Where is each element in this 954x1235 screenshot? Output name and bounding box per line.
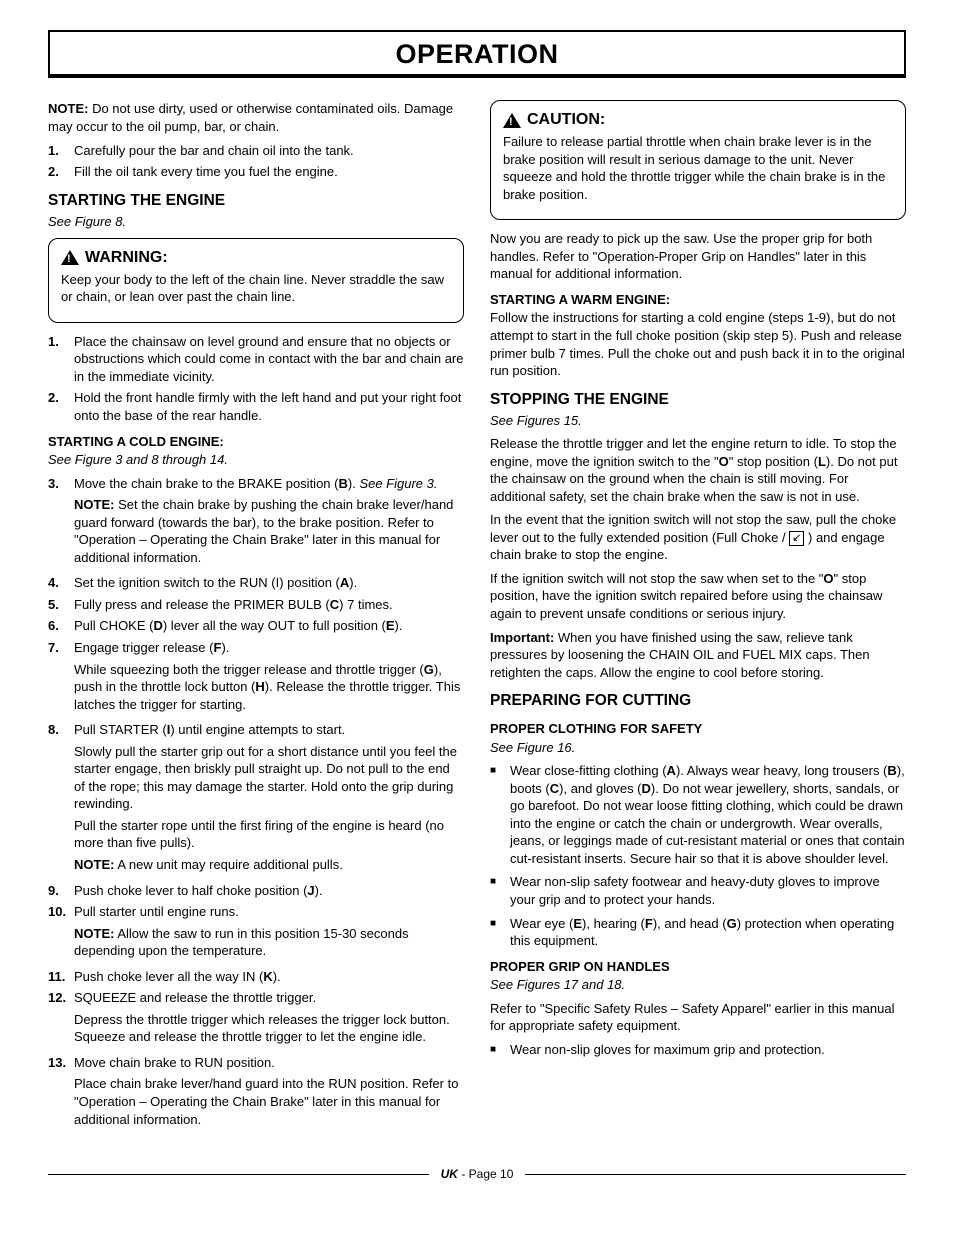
ready-paragraph: Now you are ready to pick up the saw. Us… — [490, 230, 906, 283]
list-item: 13. Move chain brake to RUN position. Pl… — [48, 1054, 464, 1132]
list-item: 8. Pull STARTER (I) until engine attempt… — [48, 721, 464, 877]
grip-paragraph: Refer to "Specific Safety Rules – Safety… — [490, 1000, 906, 1035]
list-item: Wear close-fitting clothing (A). Always … — [490, 762, 906, 867]
caution-callout: CAUTION: Failure to release partial thro… — [490, 100, 906, 220]
list-item: Wear non-slip safety footwear and heavy-… — [490, 873, 906, 908]
proper-clothing-heading: PROPER CLOTHING FOR SAFETY — [490, 720, 906, 738]
stopping-engine-heading: STOPPING THE ENGINE — [490, 390, 906, 411]
list-item: 11.Push choke lever all the way IN (K). — [48, 968, 464, 986]
stop-p4: Important: When you have finished using … — [490, 629, 906, 682]
warning-icon — [61, 250, 79, 265]
footer-rule-left — [48, 1174, 429, 1175]
caution-body: Failure to release partial throttle when… — [503, 133, 893, 203]
clothing-list: Wear close-fitting clothing (A). Always … — [490, 762, 906, 949]
list-item: Wear eye (E), hearing (F), and head (G) … — [490, 915, 906, 950]
right-column: CAUTION: Failure to release partial thro… — [490, 100, 906, 1138]
proper-grip-heading: PROPER GRIP ON HANDLES — [490, 958, 906, 976]
choke-icon: ↙ — [789, 531, 804, 546]
footer-label: UK - Page 10 — [441, 1166, 514, 1182]
figure-reference: See Figure 8. — [48, 213, 464, 231]
list-item: 1.Place the chainsaw on level ground and… — [48, 333, 464, 386]
starting-engine-heading: STARTING THE ENGINE — [48, 191, 464, 212]
list-item: 6.Pull CHOKE (D) lever all the way OUT t… — [48, 617, 464, 635]
list-item: 10. Pull starter until engine runs. NOTE… — [48, 903, 464, 964]
content-columns: NOTE: NOTE: Do not use dirty, used or ot… — [48, 100, 906, 1138]
grip-list: Wear non-slip gloves for maximum grip an… — [490, 1041, 906, 1059]
stop-p1: Release the throttle trigger and let the… — [490, 435, 906, 505]
footer-rule-right — [525, 1174, 906, 1175]
list-item: Wear non-slip gloves for maximum grip an… — [490, 1041, 906, 1059]
warning-header: WARNING: — [61, 247, 451, 269]
stop-p3: If the ignition switch will not stop the… — [490, 570, 906, 623]
preparing-cutting-heading: PREPARING FOR CUTTING — [490, 691, 906, 712]
cold-engine-heading: STARTING A COLD ENGINE: — [48, 433, 464, 451]
list-item: 7. Engage trigger release (F). While squ… — [48, 639, 464, 717]
figure-reference: See Figure 3 and 8 through 14. — [48, 451, 464, 469]
list-item: 9.Push choke lever to half choke positio… — [48, 882, 464, 900]
list-item: 3. Move the chain brake to the BRAKE pos… — [48, 475, 464, 571]
page-title: OPERATION — [50, 36, 904, 72]
cold-start-steps: 3. Move the chain brake to the BRAKE pos… — [48, 475, 464, 1133]
list-item: 2.Fill the oil tank every time you fuel … — [48, 163, 464, 181]
figure-reference: See Figures 15. — [490, 412, 906, 430]
page-title-box: OPERATION — [48, 30, 906, 78]
list-item: 5.Fully press and release the PRIMER BUL… — [48, 596, 464, 614]
list-item: 4.Set the ignition switch to the RUN (I)… — [48, 574, 464, 592]
warning-icon — [503, 113, 521, 128]
warning-body: Keep your body to the left of the chain … — [61, 271, 451, 306]
page-footer: UK - Page 10 — [48, 1166, 906, 1182]
start-steps-initial: 1.Place the chainsaw on level ground and… — [48, 333, 464, 425]
list-item: 2.Hold the front handle firmly with the … — [48, 389, 464, 424]
warning-callout: WARNING: Keep your body to the left of t… — [48, 238, 464, 323]
list-item: 12. SQUEEZE and release the throttle tri… — [48, 989, 464, 1050]
warm-engine-heading: STARTING A WARM ENGINE: — [490, 291, 906, 309]
warning-label: WARNING: — [85, 247, 168, 269]
caution-label: CAUTION: — [527, 109, 605, 131]
figure-reference: See Figure 16. — [490, 739, 906, 757]
left-column: NOTE: NOTE: Do not use dirty, used or ot… — [48, 100, 464, 1138]
list-item: 1.Carefully pour the bar and chain oil i… — [48, 142, 464, 160]
warm-engine-body: Follow the instructions for starting a c… — [490, 309, 906, 379]
figure-reference: See Figures 17 and 18. — [490, 976, 906, 994]
caution-header: CAUTION: — [503, 109, 893, 131]
oil-steps: 1.Carefully pour the bar and chain oil i… — [48, 142, 464, 181]
note-oil: NOTE: NOTE: Do not use dirty, used or ot… — [48, 100, 464, 135]
stop-p2: In the event that the ignition switch wi… — [490, 511, 906, 564]
